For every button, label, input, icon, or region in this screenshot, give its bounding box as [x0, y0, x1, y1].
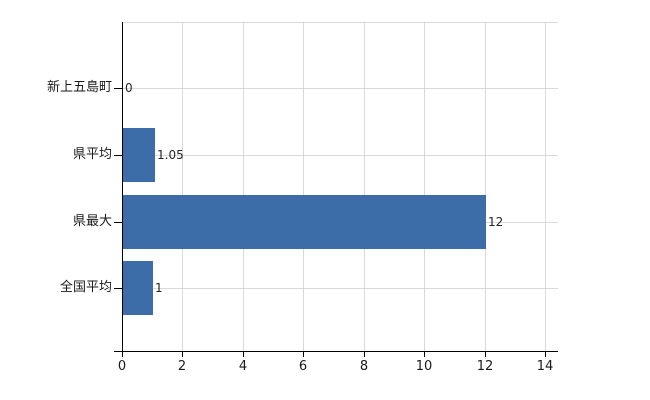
x-tick [182, 351, 183, 357]
x-tick [424, 351, 425, 357]
x-tick-label: 4 [238, 359, 248, 374]
category-label: 県最大 [72, 214, 112, 229]
x-axis-line [114, 351, 558, 352]
category-label: 全国平均 [59, 280, 112, 295]
bar [123, 195, 486, 249]
y-gridline [122, 155, 558, 156]
x-tick [243, 351, 244, 357]
plot-top-border [122, 22, 558, 23]
y-tick [114, 88, 122, 89]
x-gridline [364, 22, 365, 351]
y-tick [114, 222, 122, 223]
x-tick-label: 2 [177, 359, 187, 374]
x-gridline [545, 22, 546, 351]
x-gridline [303, 22, 304, 351]
bar-value-label: 0 [125, 81, 133, 95]
bar [123, 261, 153, 315]
x-gridline [243, 22, 244, 351]
bar-value-label: 12 [488, 215, 504, 229]
x-tick [545, 351, 546, 357]
x-tick-label: 12 [476, 359, 494, 374]
y-axis-line [122, 22, 123, 352]
x-tick-label: 6 [298, 359, 308, 374]
x-tick [122, 351, 123, 357]
x-gridline [485, 22, 486, 351]
x-gridline [424, 22, 425, 351]
category-label: 新上五島町 [46, 80, 112, 95]
y-gridline [122, 88, 558, 89]
x-tick [364, 351, 365, 357]
x-tick-label: 10 [415, 359, 433, 374]
bar [123, 128, 155, 182]
category-label: 県平均 [72, 147, 112, 162]
x-gridline [182, 22, 183, 351]
x-tick-label: 8 [359, 359, 369, 374]
x-tick-label: 0 [117, 359, 127, 374]
x-tick [303, 351, 304, 357]
x-tick [485, 351, 486, 357]
y-tick [114, 288, 122, 289]
y-gridline [122, 288, 558, 289]
y-tick [114, 155, 122, 156]
bar-value-label: 1.05 [157, 148, 184, 162]
bar-value-label: 1 [155, 281, 163, 295]
x-tick-label: 14 [536, 359, 554, 374]
